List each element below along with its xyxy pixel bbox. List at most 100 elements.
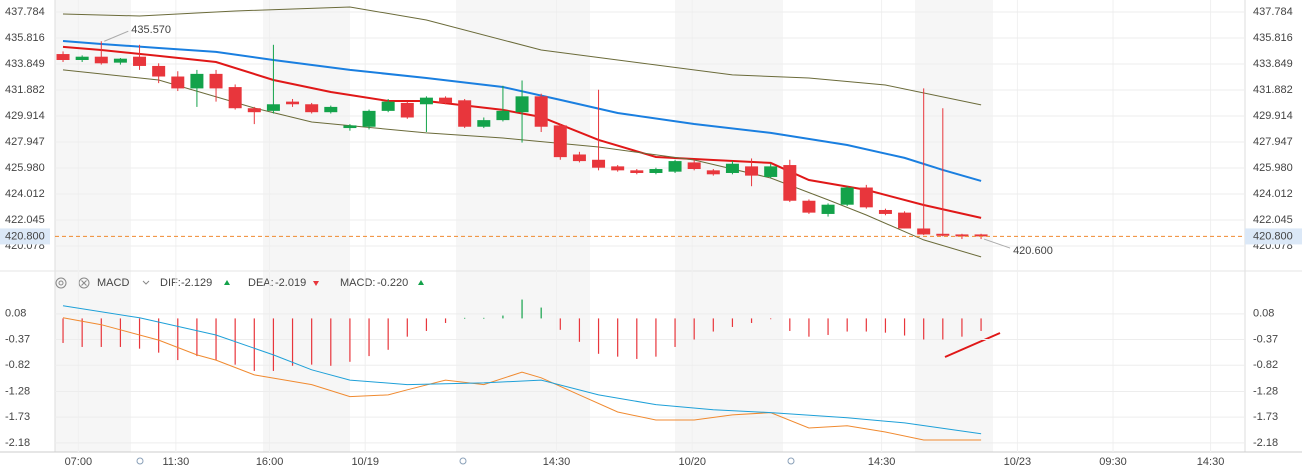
price-tag	[1245, 228, 1302, 245]
candle-body	[592, 159, 606, 168]
y-tick-label: 0.08	[1253, 308, 1274, 320]
histogram-bar	[272, 318, 275, 371]
readout-label: MACD:	[340, 277, 375, 289]
x-tick-label: 07:00	[65, 456, 93, 468]
y-tick-label: 425.980	[5, 162, 45, 174]
candle-body	[706, 170, 720, 175]
candle-body	[228, 87, 242, 109]
price-tag-label: 420.800	[1253, 230, 1293, 242]
indicator-line	[62, 305, 982, 435]
candle-body	[286, 101, 300, 105]
indicator-name[interactable]: MACD	[97, 277, 129, 289]
candle-body	[94, 56, 108, 64]
y-tick-label: 425.980	[1253, 162, 1293, 174]
candle-body	[247, 108, 261, 113]
candle-body	[171, 76, 185, 89]
y-tick-label: -0.37	[1253, 333, 1278, 345]
y-tick-label: -1.28	[5, 385, 30, 397]
candle-body	[783, 165, 797, 201]
x-tick-label: 10/20	[679, 456, 707, 468]
candle-body	[764, 166, 778, 177]
y-tick-label: 422.045	[1253, 214, 1293, 226]
x-tick-label: 09:30	[1099, 456, 1127, 468]
price-tag-label: 420.800	[5, 230, 45, 242]
sun-icon	[459, 457, 467, 465]
histogram-bar	[483, 317, 485, 319]
y-tick-label: -1.28	[1253, 385, 1278, 397]
candle-body	[190, 73, 204, 89]
y-tick-label: 431.882	[1253, 84, 1293, 96]
histogram-bar	[253, 318, 255, 371]
trend-drawing[interactable]	[944, 332, 1001, 358]
candle-body	[343, 125, 357, 129]
histogram-bar	[196, 318, 198, 357]
histogram-bar	[884, 318, 887, 333]
candle-body	[687, 162, 701, 170]
candle-body	[668, 161, 682, 172]
readout-label: DIF:	[160, 277, 181, 289]
x-tick-label: 11:30	[163, 456, 190, 468]
y-tick-label: -1.73	[5, 411, 30, 423]
y-tick-label: -0.82	[1253, 359, 1278, 371]
candle-body	[611, 166, 625, 171]
readout-value: -0.220	[377, 277, 408, 289]
y-tick-label: 429.914	[5, 110, 45, 122]
y-tick-label: 424.012	[5, 188, 45, 200]
histogram-bar	[311, 318, 313, 365]
histogram-bar	[597, 318, 600, 354]
y-tick-label: 0.08	[5, 308, 26, 320]
histogram-bar	[578, 318, 581, 342]
histogram-bar	[387, 318, 389, 350]
y-tick-label: 422.045	[5, 214, 45, 226]
y-tick-label: 431.882	[5, 84, 45, 96]
histogram-bar	[215, 318, 217, 361]
trend-arrow	[418, 280, 424, 285]
x-tick-label: 16:00	[256, 456, 284, 468]
candle-body	[840, 187, 854, 205]
histogram-bar	[808, 318, 810, 337]
y-tick-label: 437.784	[5, 6, 45, 18]
histogram-bar	[712, 318, 714, 332]
histogram-bar	[158, 318, 160, 353]
candle-body	[572, 154, 586, 162]
y-tick-label: 437.784	[1253, 6, 1293, 18]
settings-icon	[58, 280, 64, 286]
indicator-header: MACD DIF: -2.129 DEA: -2.019 MACD: -0.22…	[55, 277, 424, 289]
indicator-line	[62, 317, 982, 441]
histogram-bar	[406, 318, 408, 337]
close-icon[interactable]	[78, 277, 90, 289]
candle-body	[859, 187, 873, 208]
trend-arrow	[313, 281, 319, 286]
histogram-bar	[425, 318, 428, 331]
candle-body	[362, 110, 376, 127]
candle-body	[133, 56, 147, 66]
candle-body	[534, 96, 548, 127]
candle-body	[381, 101, 395, 111]
annotation-leader	[983, 238, 1011, 249]
histogram-bar	[81, 318, 83, 347]
candle-body	[75, 56, 89, 60]
dropdown-icon[interactable]	[142, 280, 150, 285]
histogram-bar	[368, 318, 370, 357]
candle-body	[802, 200, 816, 213]
session-band	[456, 0, 590, 452]
candle-body	[878, 209, 892, 214]
y-tick-label: 427.947	[5, 136, 45, 148]
annotation-leader	[104, 30, 129, 42]
candle-body	[458, 100, 472, 127]
histogram-bar	[750, 318, 753, 323]
y-tick-label: -1.73	[1253, 411, 1278, 423]
y-tick-label: 433.849	[5, 58, 45, 70]
x-tick-label: 10/23	[1004, 456, 1032, 468]
close-icon	[81, 280, 87, 286]
settings-icon[interactable]	[55, 277, 67, 289]
candle-body	[152, 65, 166, 77]
histogram-bar	[559, 318, 561, 330]
candle-body	[419, 97, 433, 105]
candle-body	[400, 102, 414, 118]
y-tick-label: 429.914	[1253, 110, 1293, 122]
histogram-bar	[177, 318, 179, 361]
y-tick-label: -0.82	[5, 359, 30, 371]
